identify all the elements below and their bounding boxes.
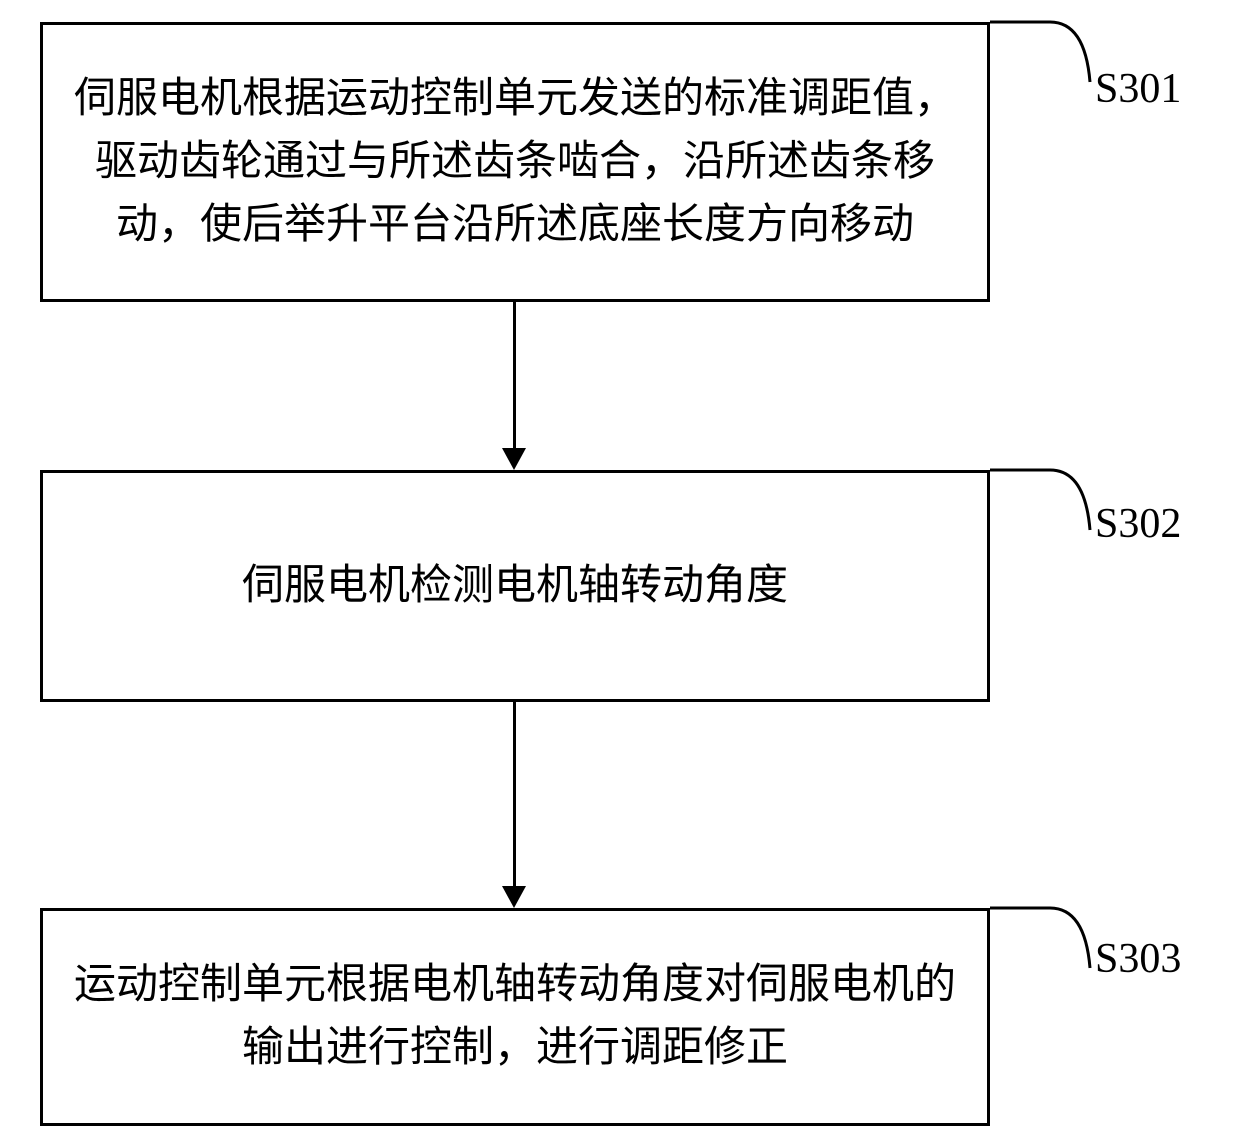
arrow-head-2 bbox=[502, 886, 526, 908]
flowchart-container: 伺服电机根据运动控制单元发送的标准调距值，驱动齿轮通过与所述齿条啮合，沿所述齿条… bbox=[0, 0, 1240, 1146]
box-text-s302: 伺服电机检测电机轴转动角度 bbox=[242, 555, 788, 618]
flowchart-box-s301: 伺服电机根据运动控制单元发送的标准调距值，驱动齿轮通过与所述齿条啮合，沿所述齿条… bbox=[40, 22, 990, 302]
arrow-head-1 bbox=[502, 448, 526, 470]
connector-2 bbox=[513, 702, 516, 886]
connector-1 bbox=[513, 302, 516, 448]
label-connector-s302 bbox=[990, 470, 1100, 565]
label-s302: S302 bbox=[1095, 500, 1181, 548]
label-connector-s301 bbox=[990, 22, 1100, 117]
box-text-s303: 运动控制单元根据电机轴转动角度对伺服电机的输出进行控制，进行调距修正 bbox=[73, 954, 957, 1080]
label-s303: S303 bbox=[1095, 935, 1181, 983]
label-s301: S301 bbox=[1095, 65, 1181, 113]
flowchart-box-s303: 运动控制单元根据电机轴转动角度对伺服电机的输出进行控制，进行调距修正 bbox=[40, 908, 990, 1126]
box-text-s301: 伺服电机根据运动控制单元发送的标准调距值，驱动齿轮通过与所述齿条啮合，沿所述齿条… bbox=[73, 68, 957, 257]
flowchart-box-s302: 伺服电机检测电机轴转动角度 bbox=[40, 470, 990, 702]
label-connector-s303 bbox=[990, 908, 1100, 1003]
